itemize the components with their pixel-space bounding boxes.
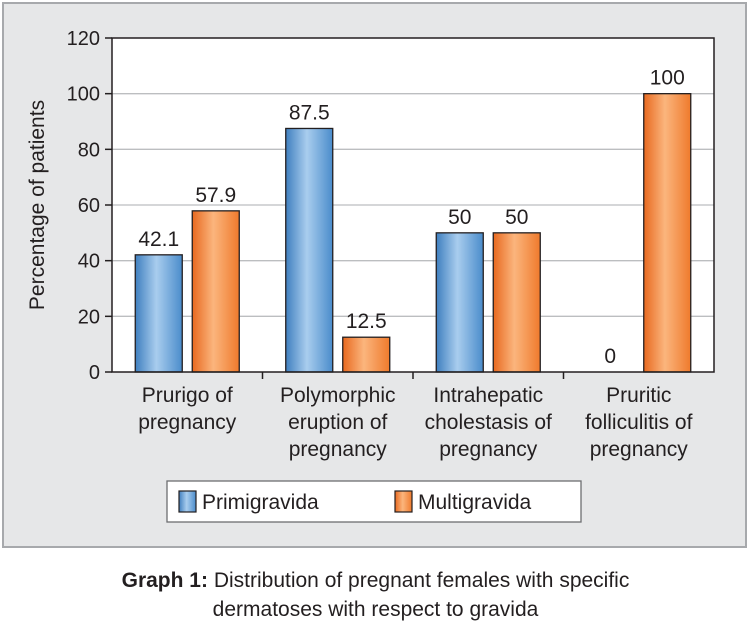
data-label: 42.1	[138, 228, 179, 251]
x-category-label: pregnancy	[289, 438, 388, 461]
x-category-label: Polymorphic	[280, 384, 396, 407]
y-tick-label: 60	[78, 195, 100, 217]
legend-swatch-multigravida	[394, 490, 413, 513]
bar-multigravida	[492, 232, 541, 373]
x-category-label: Intrahepatic	[433, 384, 543, 407]
bar-multigravida	[643, 93, 692, 373]
y-tick-label: 0	[89, 362, 100, 384]
x-category-label: pregnancy	[439, 438, 538, 461]
data-label: 87.5	[289, 101, 330, 124]
x-category-label: pregnancy	[590, 438, 689, 461]
caption-line-2: dermatoses with respect to gravida	[212, 598, 539, 621]
data-label: 57.9	[195, 184, 236, 207]
y-tick-label: 120	[67, 28, 100, 50]
bar-multigravida	[191, 210, 240, 373]
axes: 0 20 40 60 80 100 120 Percentage of patients	[26, 28, 715, 384]
legend-label: Primigravida	[202, 491, 319, 514]
y-axis-title: Percentage of patients	[26, 100, 49, 310]
y-tick-label: 40	[78, 251, 100, 273]
caption-text-1: Distribution of pregnant females with sp…	[207, 569, 630, 592]
y-tick-label: 80	[78, 139, 100, 161]
labels: 42.1 57.9 Prurigo of pregnancy 87.5 12.5 Polym…	[138, 67, 692, 461]
x-category-label: folliculitis of	[585, 411, 693, 434]
caption-label: Graph 1:	[121, 569, 208, 592]
data-label: 100	[650, 67, 685, 90]
caption-line-1: Graph 1: Distribution of pregnant female…	[0, 566, 751, 595]
legend: Primigravida Multigravida	[166, 480, 582, 523]
data-label: 50	[448, 206, 471, 229]
data-label: 50	[505, 206, 528, 229]
bar-multigravida	[342, 336, 391, 373]
y-tick-label: 100	[67, 84, 100, 106]
bar-primigravida	[134, 254, 183, 373]
data-label: 12.5	[346, 310, 387, 333]
x-category-label: Prurigo of	[142, 384, 233, 407]
x-category-label: pregnancy	[138, 411, 237, 434]
legend-swatch-primigravida	[178, 490, 197, 513]
bar-primigravida	[285, 127, 334, 373]
x-category-label: cholestasis of	[425, 411, 552, 434]
legend-box	[166, 480, 582, 523]
data-label: 0	[604, 345, 616, 368]
y-tick-label: 20	[78, 306, 100, 328]
bar-primigravida	[435, 232, 484, 373]
figure-caption: Graph 1: Distribution of pregnant female…	[0, 566, 751, 624]
legend-label: Multigravida	[418, 491, 532, 514]
bars	[134, 93, 692, 373]
bar-chart: 0 20 40 60 80 100 120 Percentage of patients 42…	[26, 28, 715, 523]
x-category-label: Pruritic	[606, 384, 671, 407]
x-category-label: eruption of	[288, 411, 387, 434]
